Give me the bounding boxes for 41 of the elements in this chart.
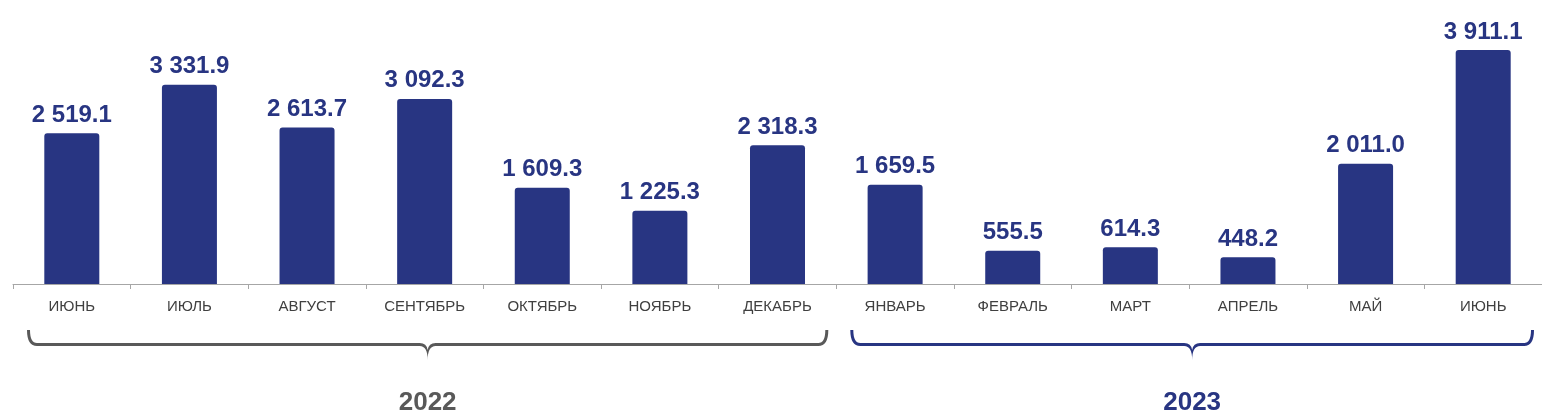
bar [44,133,100,284]
data-label: 3 331.9 [149,51,230,79]
x-tick-label: НОЯБРЬ [628,297,692,314]
bar [1455,50,1511,284]
x-tick-label: ОКТЯБРЬ [507,297,578,314]
bar [397,98,453,284]
data-label: 2 318.3 [737,111,818,139]
bar [750,145,805,284]
bar [161,84,217,284]
text: 2022 [398,386,457,416]
bar [985,250,1041,284]
x-tick-label: ФЕВРАЛЬ [977,297,1049,314]
x-tick-label: СЕНТЯБРЬ [384,297,466,314]
x-tick-label: АВГУСТ [278,297,336,314]
x-tick-label: ЯНВАРЬ [864,297,926,314]
x-tick-label: АПРЕЛЬ [1217,297,1279,314]
bar [279,127,335,284]
x-tick-label: ДЕКАБРЬ [743,297,812,314]
x-tick-label: ИЮНЬ [1459,297,1507,314]
x-tick-label: МАРТ [1109,297,1151,314]
data-label: 2 519.1 [31,99,112,127]
data-label: 555.5 [982,217,1043,245]
bar [1338,163,1394,284]
bar [1220,257,1276,284]
data-label: 3 092.3 [384,65,465,93]
data-label: 3 911.1 [1443,16,1523,44]
x-tick-label: МАЙ [1348,297,1383,314]
data-label: 614.3 [1100,213,1161,241]
data-label: 1 659.5 [855,151,936,179]
x-tick-label: ИЮЛЬ [166,297,213,314]
text: 2023 [1163,386,1222,416]
data-label: 1 609.3 [502,154,583,182]
bar [514,187,570,284]
bar [1102,247,1158,284]
bar [632,210,688,284]
bar [867,184,923,284]
x-tick-label: ИЮНЬ [48,297,96,314]
data-label: 2 011.0 [1326,130,1405,158]
data-label: 2 613.7 [267,94,348,122]
data-label: 448.2 [1217,223,1278,251]
data-label: 1 225.3 [619,177,700,205]
